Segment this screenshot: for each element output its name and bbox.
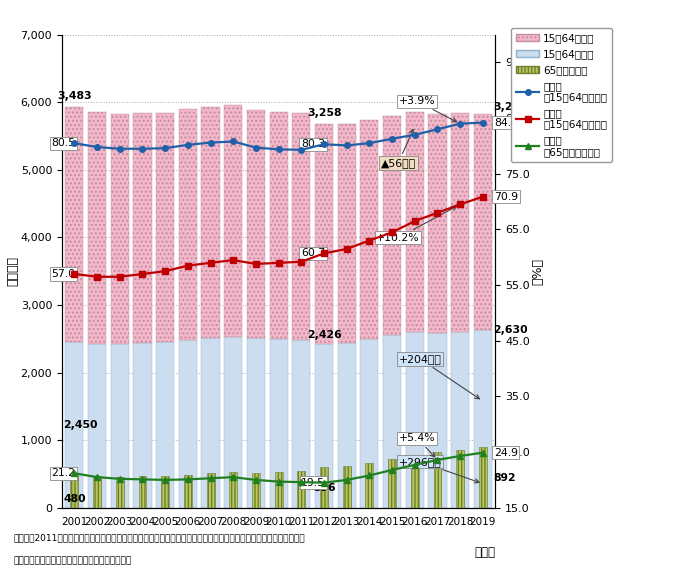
Text: 21.2: 21.2 <box>52 469 76 478</box>
Text: 2,630: 2,630 <box>493 325 528 335</box>
Text: 資料）総務省「労局力調査」より国土交通省作成: 資料）総務省「労局力調査」より国土交通省作成 <box>14 557 132 566</box>
Bar <box>70 475 78 508</box>
Bar <box>202 338 219 508</box>
Bar <box>202 107 219 338</box>
Bar <box>133 343 151 508</box>
Text: （年）: （年） <box>474 546 495 559</box>
Bar <box>179 110 197 340</box>
Text: 2,426: 2,426 <box>307 329 341 340</box>
Text: ▲56万人: ▲56万人 <box>380 129 416 168</box>
Bar <box>206 473 215 508</box>
Text: 892: 892 <box>493 473 516 482</box>
Bar <box>365 463 374 508</box>
Text: +5.4%: +5.4% <box>399 433 436 457</box>
Text: 3,258: 3,258 <box>307 108 341 118</box>
Bar <box>456 449 464 508</box>
Text: 84.2: 84.2 <box>494 118 518 128</box>
Bar <box>93 477 101 508</box>
Bar <box>224 106 242 337</box>
Text: +10.2%: +10.2% <box>376 207 457 243</box>
Text: 3,202: 3,202 <box>493 102 528 112</box>
Legend: 15～64歳男性, 15～64歳女性, 65歳以上男女, 就業率
（15～64歳男性）, 就業率
（15～64歳女性）, 就業率
（65歳以上男女）: 15～64歳男性, 15～64歳女性, 65歳以上男女, 就業率 （15～64歳… <box>511 28 612 162</box>
Bar <box>88 112 106 344</box>
Bar <box>292 113 310 340</box>
Bar <box>433 452 442 508</box>
Bar <box>388 459 396 508</box>
Y-axis label: （%）: （%） <box>531 258 544 284</box>
Bar <box>252 473 260 508</box>
Bar <box>65 342 83 508</box>
Bar <box>429 114 447 333</box>
Bar <box>383 115 401 335</box>
Text: +3.9%: +3.9% <box>399 96 457 122</box>
Bar <box>184 475 192 508</box>
Y-axis label: （万人）: （万人） <box>6 256 19 286</box>
Bar <box>343 466 351 508</box>
Bar <box>270 339 288 508</box>
Bar <box>116 477 124 508</box>
Bar <box>275 472 283 508</box>
Bar <box>338 124 356 343</box>
Text: 57.0: 57.0 <box>52 269 76 279</box>
Bar <box>138 477 147 508</box>
Bar <box>156 343 174 508</box>
Bar <box>111 344 129 508</box>
Bar <box>479 448 487 508</box>
Bar <box>406 113 424 332</box>
Bar <box>451 332 469 508</box>
Text: +296万人: +296万人 <box>399 457 479 483</box>
Text: 60.7: 60.7 <box>301 248 325 258</box>
Bar <box>270 112 288 339</box>
Text: 70.9: 70.9 <box>494 192 518 201</box>
Bar <box>111 114 129 344</box>
Bar <box>247 110 265 338</box>
Bar <box>156 113 174 343</box>
Text: +204万人: +204万人 <box>399 354 480 399</box>
Bar <box>383 335 401 508</box>
Text: （注）　2011年は、東日本大震災の影響により全国集計結果が存在しないため、補完的に推計した値を用いている。: （注） 2011年は、東日本大震災の影響により全国集計結果が存在しないため、補完… <box>14 534 305 543</box>
Bar <box>429 333 447 508</box>
Text: 80.5: 80.5 <box>52 138 76 148</box>
Bar <box>65 107 83 342</box>
Bar <box>315 344 333 508</box>
Text: 24.9: 24.9 <box>494 448 518 458</box>
Bar <box>88 344 106 508</box>
Bar <box>179 340 197 508</box>
Text: 3,483: 3,483 <box>57 91 92 102</box>
Bar <box>229 473 237 508</box>
Bar <box>297 471 305 508</box>
Bar <box>224 337 242 508</box>
Bar <box>292 340 310 508</box>
Text: 480: 480 <box>63 493 86 504</box>
Text: 80.3: 80.3 <box>301 139 325 149</box>
Bar <box>320 467 328 508</box>
Text: 19.5: 19.5 <box>301 478 325 488</box>
Bar <box>161 476 169 508</box>
Bar <box>247 338 265 508</box>
Bar <box>406 332 424 508</box>
Bar <box>361 339 378 508</box>
Text: 596: 596 <box>313 482 335 493</box>
Text: 2,450: 2,450 <box>63 420 98 430</box>
Bar <box>133 113 151 343</box>
Bar <box>315 123 333 344</box>
Bar <box>361 121 378 339</box>
Bar <box>411 456 419 508</box>
Bar <box>451 114 469 332</box>
Bar <box>338 343 356 508</box>
Bar <box>474 114 492 330</box>
Bar <box>474 330 492 508</box>
